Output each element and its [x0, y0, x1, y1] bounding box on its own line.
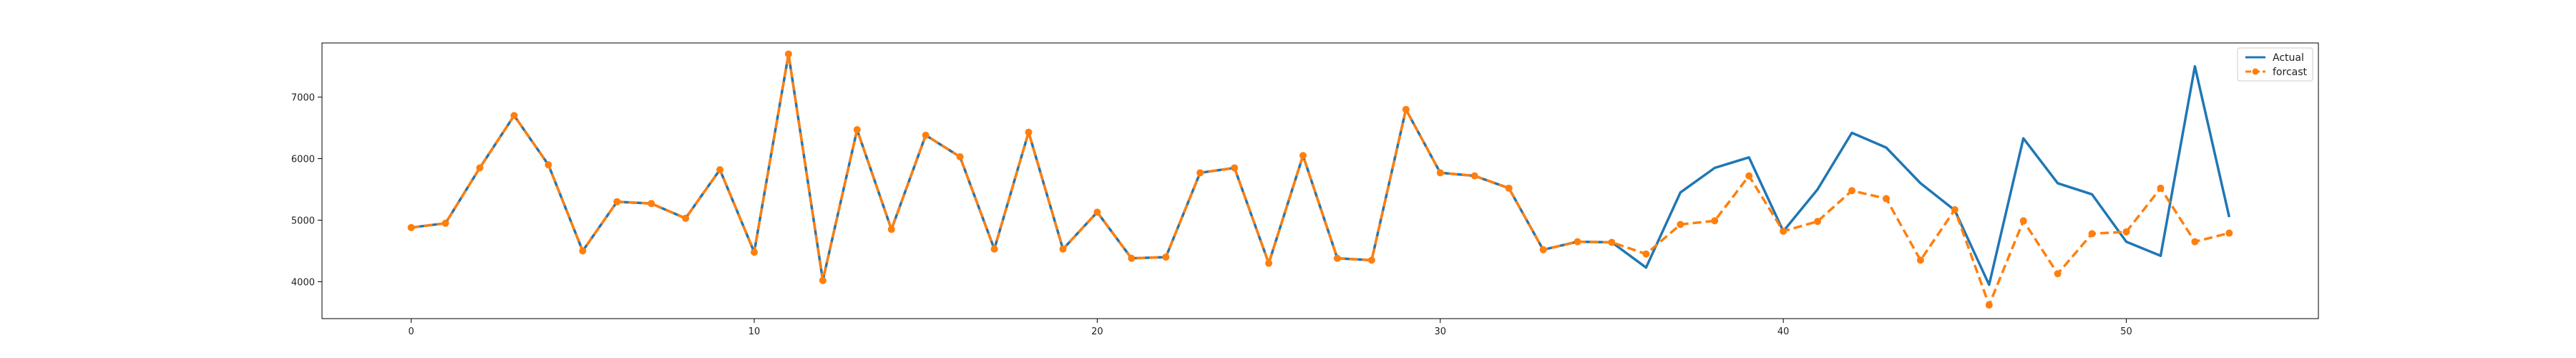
data-point-forcast [579, 247, 587, 255]
series-forcast [407, 50, 2233, 309]
legend-label-forcast: forcast [2273, 67, 2308, 78]
data-point-forcast [476, 164, 484, 172]
data-point-forcast [1436, 169, 1444, 177]
x-tick-label: 40 [1777, 326, 1790, 337]
data-point-forcast [1162, 253, 1170, 261]
data-point-forcast [1265, 259, 1273, 267]
data-point-forcast [1677, 221, 1684, 228]
y-tick-label: 6000 [291, 155, 315, 165]
data-point-forcast [1882, 195, 1890, 203]
data-point-forcast [1608, 238, 1616, 246]
data-point-forcast [887, 226, 895, 233]
y-tick-label: 7000 [291, 93, 315, 104]
data-point-forcast [922, 131, 930, 139]
data-point-forcast [441, 219, 449, 227]
series-line-forcast [411, 52, 2230, 306]
data-point-forcast [1505, 184, 1513, 192]
data-point-forcast [2225, 229, 2233, 237]
data-point-forcast [2019, 217, 2027, 225]
data-point-forcast [613, 198, 621, 205]
data-point-forcast [1299, 152, 1307, 160]
data-point-forcast [956, 153, 964, 160]
data-point-forcast [751, 248, 758, 256]
data-point-forcast [1059, 245, 1067, 253]
data-point-forcast [2054, 270, 2062, 278]
legend-marker-forcast [2252, 68, 2259, 75]
data-point-forcast [2122, 228, 2130, 236]
data-point-forcast [1196, 169, 1204, 177]
data-point-forcast [1093, 208, 1101, 216]
data-point-forcast [716, 166, 724, 174]
x-tick-label: 0 [408, 326, 414, 337]
data-point-forcast [1916, 256, 1924, 264]
data-point-forcast [1985, 301, 1993, 309]
data-point-forcast [648, 200, 655, 208]
data-point-forcast [853, 126, 861, 134]
data-point-forcast [1814, 218, 1822, 226]
data-point-forcast [990, 245, 998, 253]
data-point-forcast [1128, 254, 1136, 262]
data-point-forcast [1745, 172, 1753, 180]
data-point-forcast [1402, 105, 1410, 113]
y-tick-label: 4000 [291, 277, 315, 288]
data-point-forcast [1025, 128, 1033, 136]
y-axis: 4000 5000 6000 7000 [291, 93, 322, 288]
legend-label-actual: Actual [2273, 52, 2304, 64]
data-point-forcast [510, 112, 518, 120]
x-tick-label: 10 [748, 326, 761, 337]
plot-frame [321, 42, 2319, 319]
data-point-forcast [2088, 230, 2096, 238]
data-point-forcast [1848, 187, 1856, 195]
data-point-forcast [545, 161, 552, 169]
data-point-forcast [407, 223, 415, 231]
data-point-forcast [1470, 172, 1478, 180]
x-axis: 0 10 20 30 40 50 [408, 319, 2132, 337]
data-point-forcast [1780, 227, 1787, 235]
data-point-forcast [1642, 250, 1650, 258]
x-tick-label: 50 [2120, 326, 2132, 337]
y-tick-label: 5000 [291, 216, 315, 227]
series-layer [407, 50, 2233, 309]
data-point-forcast [819, 276, 826, 284]
plot-background [322, 43, 2318, 319]
data-point-forcast [682, 214, 690, 222]
data-point-forcast [1231, 164, 1239, 172]
data-point-forcast [1711, 217, 1719, 225]
x-tick-label: 30 [1435, 326, 1447, 337]
data-point-forcast [2157, 184, 2165, 192]
data-point-forcast [2191, 238, 2199, 246]
data-point-forcast [1539, 246, 1547, 253]
data-point-forcast [784, 50, 792, 58]
data-point-forcast [1367, 256, 1375, 264]
data-point-forcast [1951, 205, 1958, 213]
data-point-forcast [1333, 254, 1341, 262]
x-tick-label: 20 [1091, 326, 1103, 337]
legend: Actual forcast [2237, 47, 2313, 82]
data-point-forcast [1574, 238, 1581, 246]
